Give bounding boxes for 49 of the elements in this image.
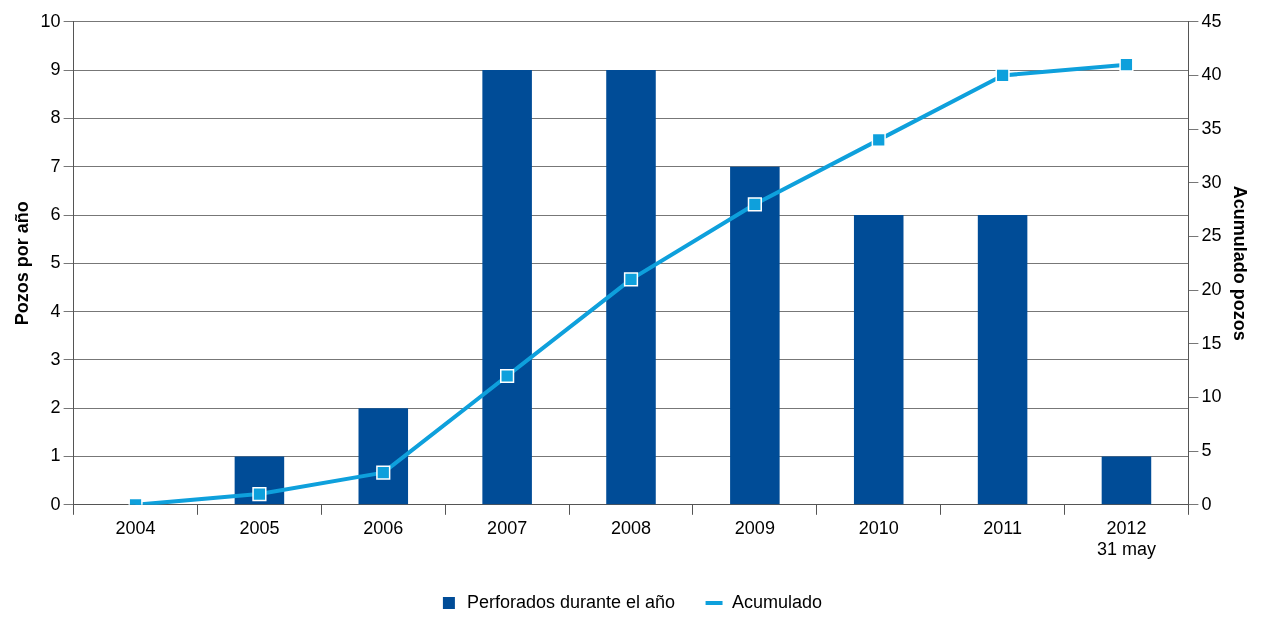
x-tick-label: 2004	[115, 517, 156, 538]
y-tick-label: 1	[50, 445, 61, 466]
point	[252, 486, 267, 502]
bar	[358, 408, 409, 505]
point	[747, 197, 762, 212]
y2-tick-label: 0	[1201, 493, 1212, 514]
x-tick-label: 2008	[610, 517, 652, 538]
y2-tick-label: 40	[1201, 64, 1222, 85]
y-tick-label: 5	[50, 252, 61, 273]
y-tick-label: 8	[50, 107, 61, 128]
point	[376, 465, 391, 480]
y-tick-label: 2	[50, 397, 61, 418]
bar	[1101, 456, 1152, 505]
bar	[853, 215, 904, 505]
y-tick-label: 3	[50, 348, 61, 369]
legend-label: Acumulado	[732, 591, 823, 612]
point	[623, 272, 639, 287]
y-tick-label: 9	[50, 59, 61, 80]
x-tick-label: 2007	[487, 517, 528, 538]
bar	[730, 166, 780, 505]
x-tick-label: 2006	[363, 517, 404, 538]
y-axis-title: Pozos por año	[11, 201, 32, 326]
y2-tick-label: 10	[1201, 386, 1222, 407]
bar	[606, 70, 656, 505]
x-tick-label: 2011	[983, 517, 1022, 538]
y-tick-label: 7	[50, 155, 61, 176]
y-tick-label: 10	[40, 10, 61, 31]
point	[1119, 57, 1134, 72]
point	[500, 368, 515, 384]
x-tick-label: 2005	[239, 517, 280, 538]
y2-axis-title: Acumulado pozos	[1230, 185, 1251, 341]
point	[995, 68, 1010, 83]
x-tick-label: 2009	[734, 517, 775, 538]
y2-tick-label: 35	[1201, 118, 1222, 139]
bar	[482, 70, 532, 505]
y2-tick-label: 5	[1201, 440, 1212, 461]
y2-tick-label: 20	[1201, 279, 1222, 300]
y2-tick-label: 30	[1201, 171, 1222, 192]
legend-label: Perforados durante el año	[466, 591, 676, 612]
y2-tick-label: 25	[1201, 225, 1222, 246]
bar	[977, 215, 1028, 505]
y-tick-label: 4	[50, 300, 61, 321]
y-tick-label: 0	[50, 493, 61, 514]
y2-tick-label: 15	[1201, 332, 1222, 353]
point	[871, 132, 886, 147]
y2-tick-label: 45	[1201, 10, 1222, 31]
x-tick-label: 2010	[858, 517, 899, 538]
x-tick-label: 2012 31 may	[1096, 517, 1156, 560]
y-tick-label: 6	[50, 203, 61, 224]
